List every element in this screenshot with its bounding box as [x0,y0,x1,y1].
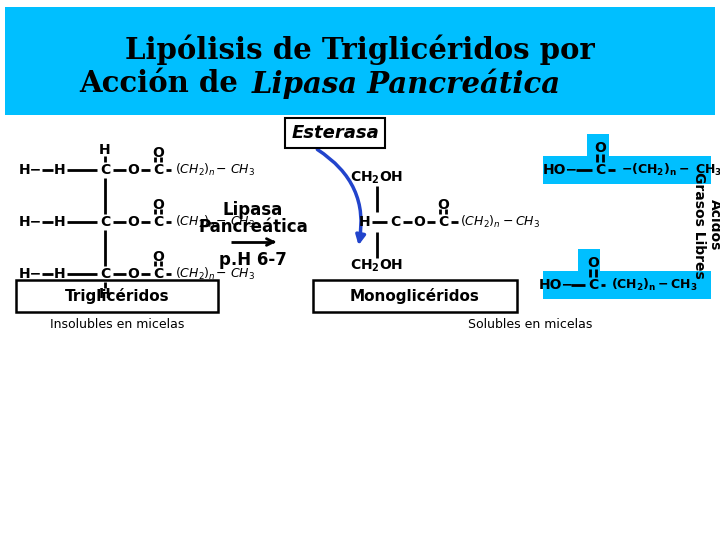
Text: C: C [588,278,598,292]
Text: H: H [54,215,66,229]
Text: C: C [100,163,110,177]
Text: C: C [438,215,448,229]
Text: O: O [127,163,139,177]
Text: C: C [100,215,110,229]
FancyBboxPatch shape [543,156,711,184]
Text: $\mathbf{CH_2OH}$: $\mathbf{CH_2OH}$ [351,258,404,274]
Text: O: O [127,215,139,229]
Text: Esterasa: Esterasa [291,124,379,142]
Text: O: O [152,198,164,212]
Text: C: C [153,163,163,177]
FancyBboxPatch shape [5,7,715,115]
Text: HO−: HO− [539,278,574,292]
Text: C: C [153,267,163,281]
FancyBboxPatch shape [543,271,711,299]
Text: C: C [390,215,400,229]
Text: O: O [152,146,164,160]
Text: Insolubles en micelas: Insolubles en micelas [50,319,184,332]
Text: O: O [437,198,449,212]
Text: C: C [100,267,110,281]
Text: O: O [413,215,425,229]
FancyBboxPatch shape [313,280,517,312]
FancyBboxPatch shape [578,249,600,271]
Text: Solubles en micelas: Solubles en micelas [468,319,592,332]
FancyBboxPatch shape [587,134,609,156]
FancyArrowPatch shape [318,150,364,241]
Text: Acción de: Acción de [79,70,248,98]
Text: C: C [595,163,605,177]
Text: HO−: HO− [542,163,577,177]
Text: $(CH_2)_n\!-\!\ CH_3$: $(CH_2)_n\!-\!\ CH_3$ [175,266,255,282]
Text: $\mathbf{-(CH_2)_n- \ CH_3}$: $\mathbf{-(CH_2)_n- \ CH_3}$ [621,162,720,178]
Text: Ácidos
Grasos Libres: Ácidos Grasos Libres [692,172,720,279]
Text: H: H [54,267,66,281]
Text: O: O [152,250,164,264]
Text: H−: H− [19,163,42,177]
Text: Lipasa Pancreática: Lipasa Pancreática [252,69,561,99]
Text: H−: H− [19,267,42,281]
Text: $(CH_2)_n\!-\!\ CH_3$: $(CH_2)_n\!-\!\ CH_3$ [175,214,255,230]
Text: $\mathbf{CH_2OH}$: $\mathbf{CH_2OH}$ [351,170,404,186]
Text: H: H [359,215,371,229]
Text: H: H [54,163,66,177]
Text: Pancreática: Pancreática [198,218,308,236]
Text: $(CH_2)_n - CH_3$: $(CH_2)_n - CH_3$ [460,214,540,230]
Text: H: H [99,143,111,157]
Text: H: H [99,287,111,301]
Text: p.H 6-7: p.H 6-7 [219,251,287,269]
Text: Lipasa: Lipasa [223,201,283,219]
Text: $\mathbf{(CH_2)_n-CH_3}$: $\mathbf{(CH_2)_n-CH_3}$ [611,277,698,293]
Text: H−: H− [19,215,42,229]
Text: O: O [594,141,606,155]
Text: Monoglicéridos: Monoglicéridos [350,288,480,304]
Text: Triglicéridos: Triglicéridos [65,288,169,304]
Text: C: C [153,215,163,229]
Text: $(CH_2)_n\!-\!\ CH_3$: $(CH_2)_n\!-\!\ CH_3$ [175,162,255,178]
Text: O: O [587,256,599,270]
FancyBboxPatch shape [16,280,218,312]
Text: O: O [127,267,139,281]
Text: Lipólisis de Triglicéridos por: Lipólisis de Triglicéridos por [125,35,595,65]
